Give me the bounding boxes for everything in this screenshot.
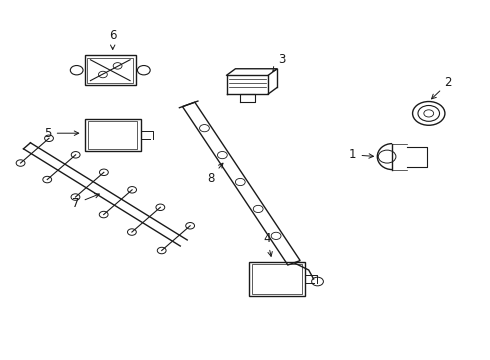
Bar	[85, 119, 141, 151]
Text: 2: 2	[432, 76, 452, 99]
Text: 4: 4	[263, 232, 272, 256]
Text: 6: 6	[109, 29, 117, 49]
Text: 1: 1	[349, 148, 373, 161]
Text: 5: 5	[44, 127, 79, 140]
Text: 8: 8	[207, 163, 223, 185]
Bar	[252, 264, 301, 294]
Text: 7: 7	[72, 194, 99, 210]
Bar	[85, 55, 136, 85]
Bar	[88, 58, 133, 83]
Bar	[248, 262, 305, 296]
Bar	[88, 121, 138, 149]
Text: 3: 3	[273, 53, 286, 72]
